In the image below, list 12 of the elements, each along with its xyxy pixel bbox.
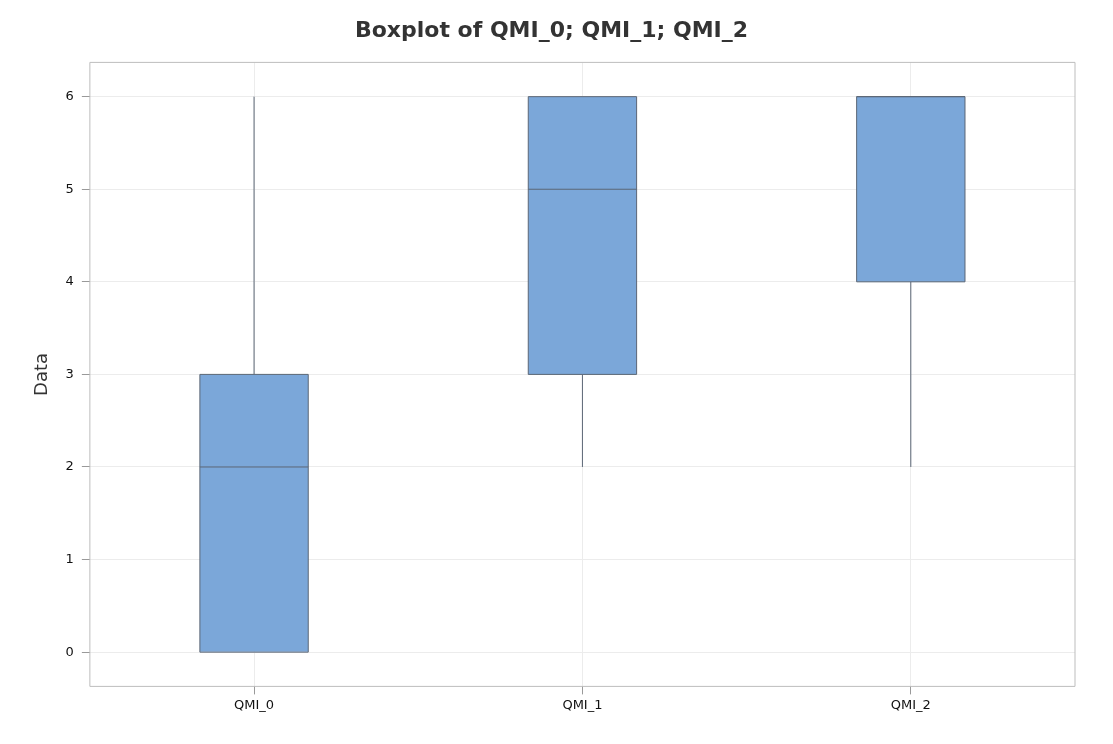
y-tick-label: 0: [65, 643, 74, 659]
y-tick-label: 4: [65, 273, 74, 289]
x-tick-label: QMI_0: [234, 696, 275, 712]
y-tick-label: 5: [65, 180, 74, 196]
y-axis-title: Data: [30, 352, 52, 396]
y-tick-label: 2: [65, 458, 74, 474]
y-tick-label: 6: [65, 88, 74, 104]
x-tick-label: QMI_2: [890, 696, 931, 712]
x-tick-label: QMI_1: [562, 696, 603, 712]
chart-title: Boxplot of QMI_0; QMI_1; QMI_2: [354, 16, 749, 42]
y-tick-label: 3: [65, 365, 74, 381]
y-tick-label: 1: [65, 550, 74, 566]
